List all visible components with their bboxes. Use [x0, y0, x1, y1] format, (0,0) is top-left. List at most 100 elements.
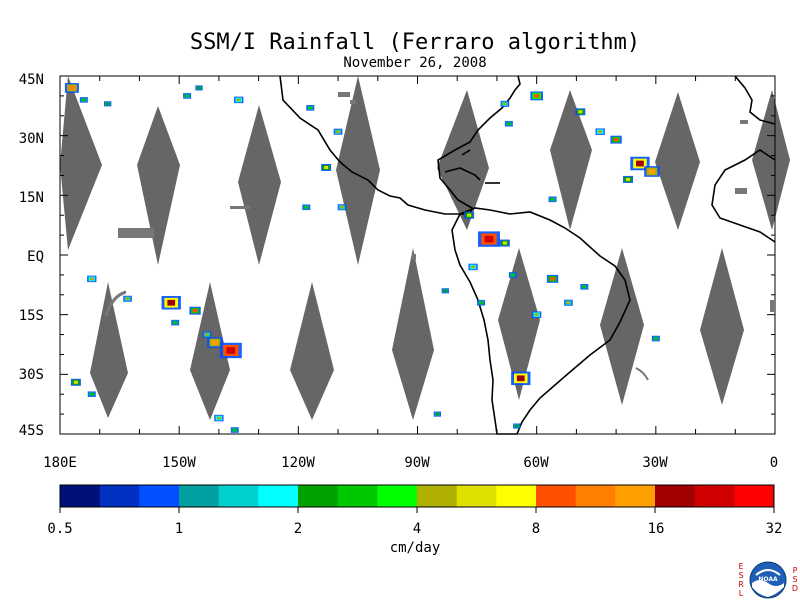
lat-tick-label: 30N	[18, 131, 44, 147]
rain-cell	[183, 93, 192, 99]
no-data-swath	[752, 90, 790, 230]
logo-letter: E	[738, 562, 744, 571]
rain-cell	[306, 105, 315, 111]
no-data-swath	[700, 248, 744, 405]
no-data-swath	[90, 282, 128, 418]
no-data-swath	[392, 248, 434, 420]
rain-cell	[623, 175, 634, 183]
colorbar-tick-label: 8	[531, 521, 541, 537]
rain-cell	[207, 337, 223, 348]
rain-cell	[441, 288, 449, 294]
rain-cell	[468, 263, 478, 271]
rain-cell	[195, 85, 203, 91]
rain-cell	[321, 163, 332, 171]
rain-cell	[104, 101, 112, 107]
logo-letter: P	[792, 566, 798, 575]
rain-cell	[532, 311, 542, 318]
colorbar-units-label: cm/day	[389, 540, 441, 556]
rain-cell	[511, 371, 531, 386]
lat-tick-label: 30S	[18, 367, 44, 383]
lat-tick-label: 45N	[18, 72, 44, 88]
land-mask	[740, 120, 748, 124]
lon-tick-label: 30W	[642, 455, 668, 471]
no-data-swath	[60, 76, 102, 250]
rain-cell	[433, 411, 442, 417]
noaa-badge-text: NOAA	[758, 576, 778, 583]
colorbar-tick-label: 1	[174, 521, 184, 537]
rain-cell	[302, 204, 311, 211]
rain-cell	[478, 231, 500, 247]
lat-tick-label: 15S	[18, 308, 44, 324]
rain-cell	[500, 100, 510, 107]
rain-cell	[499, 239, 510, 247]
colorbar-tick-label: 32	[765, 521, 783, 537]
rain-cell	[161, 295, 181, 310]
coastline	[711, 149, 776, 243]
rain-cell	[513, 423, 521, 429]
rain-cell	[564, 299, 573, 306]
no-data-swath	[290, 282, 334, 420]
chart-subtitle: November 26, 2008	[343, 55, 487, 71]
no-data-swath	[655, 92, 700, 230]
colorbar-tick-label: 4	[412, 521, 422, 537]
coastline	[444, 167, 481, 181]
logo-letter: L	[738, 589, 744, 598]
rain-cell	[508, 272, 517, 278]
rain-cell	[202, 331, 212, 338]
no-data-swath	[190, 282, 230, 420]
logo-letter: S	[792, 575, 798, 584]
rain-cell	[214, 414, 224, 422]
rain-cell	[79, 97, 88, 103]
rain-cell	[651, 335, 660, 342]
rain-cell	[171, 319, 180, 326]
logo-letter: S	[738, 571, 744, 580]
rain-cell	[64, 83, 79, 93]
land-mask	[735, 188, 747, 194]
lon-tick-label: 90W	[404, 455, 430, 471]
rain-cell	[580, 284, 589, 290]
land-mask	[770, 300, 774, 312]
rain-cell	[70, 378, 81, 386]
rain-cell	[595, 128, 605, 135]
lon-tick-label: 150W	[162, 455, 196, 471]
no-data-swath	[137, 106, 180, 265]
land-mask	[230, 206, 250, 209]
rain-cell	[337, 204, 347, 211]
land-mask	[635, 367, 649, 381]
colorbar-tick-label: 16	[647, 521, 665, 537]
rain-cell	[234, 96, 244, 104]
rain-cell	[219, 342, 242, 359]
no-data-swath	[238, 105, 281, 265]
chart-title: SSM/I Rainfall (Ferraro algorithm)	[189, 30, 641, 55]
lat-tick-label: 45S	[18, 423, 44, 439]
land-mask	[412, 254, 416, 260]
rain-cell	[464, 211, 475, 219]
lon-tick-label: 180E	[43, 455, 77, 471]
coastline	[734, 75, 776, 125]
rain-cell	[610, 135, 622, 144]
rain-cell	[644, 166, 660, 177]
rain-cell	[546, 274, 559, 283]
rain-cell	[575, 108, 586, 116]
land-mask	[350, 100, 356, 104]
no-data-swath	[336, 76, 380, 265]
logo-letter: D	[791, 584, 799, 593]
lon-tick-label: 120W	[281, 455, 315, 471]
no-data-swath	[498, 248, 540, 400]
logo-letter: R	[738, 580, 744, 589]
colorbar-tick-label: 2	[293, 521, 303, 537]
no-data-swath	[550, 90, 592, 230]
lon-tick-label: 60W	[523, 455, 549, 471]
rain-cell	[333, 128, 343, 135]
no-data-swath	[600, 248, 644, 405]
lat-tick-label: 15N	[18, 190, 44, 206]
coastline	[451, 207, 631, 435]
rain-cell	[189, 306, 201, 315]
no-data-swath	[437, 90, 489, 230]
rain-cell	[123, 295, 132, 302]
rain-cell	[230, 427, 239, 433]
rain-cell	[548, 196, 557, 203]
rain-cell	[477, 299, 486, 306]
coastline	[461, 149, 471, 156]
